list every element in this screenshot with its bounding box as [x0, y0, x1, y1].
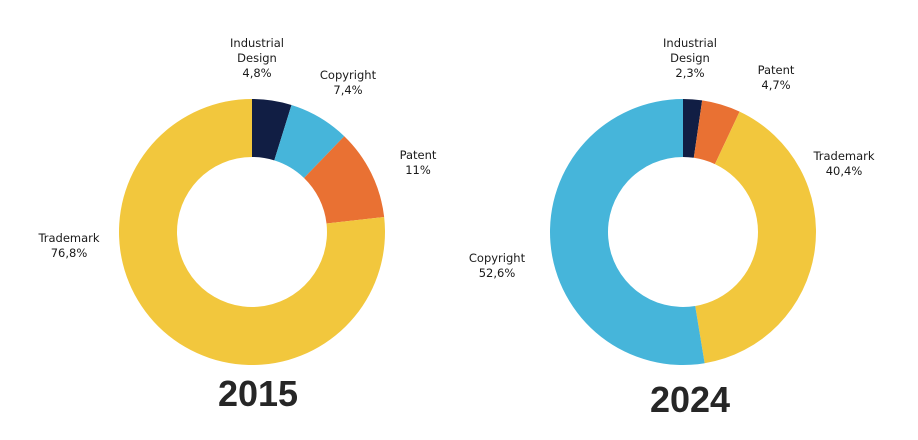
slice-2015-copyright [274, 105, 345, 178]
slice-2024-trademark [695, 111, 817, 364]
slice-label-2024-patent: Patent 4,7% [758, 63, 795, 92]
chart-title-2015: 2015 [218, 373, 298, 414]
slice-2015-industrial-design [252, 99, 292, 161]
chart-title-2024: 2024 [650, 379, 730, 420]
slice-2024-industrial-design [683, 99, 703, 158]
slice-2015-patent [304, 136, 385, 224]
slice-2024-copyright [549, 99, 705, 365]
slice-label-2024-copyright: Copyright 52,6% [469, 251, 526, 280]
slice-2024-patent [693, 100, 740, 165]
slice-label-2015-patent: Patent 11% [400, 148, 437, 177]
slice-2015-trademark [118, 99, 385, 366]
donut-chart-2024: Industrial Design 2,3% Patent 4,7% Trademark 4… [469, 36, 875, 420]
slice-label-2015-copyright: Copyright 7,4% [320, 68, 377, 97]
slice-label-2015-trademark: Trademark 76,8% [37, 231, 99, 260]
slice-label-2015-industrial-design: Industrial Design 4,8% [230, 36, 284, 80]
slice-label-2024-industrial-design: Industrial Design 2,3% [663, 36, 717, 80]
donut-chart-2015: Industrial Design 4,8% Copyright 7,4% Patent 1… [37, 36, 436, 414]
slice-label-2024-trademark: Trademark 40,4% [812, 149, 874, 178]
